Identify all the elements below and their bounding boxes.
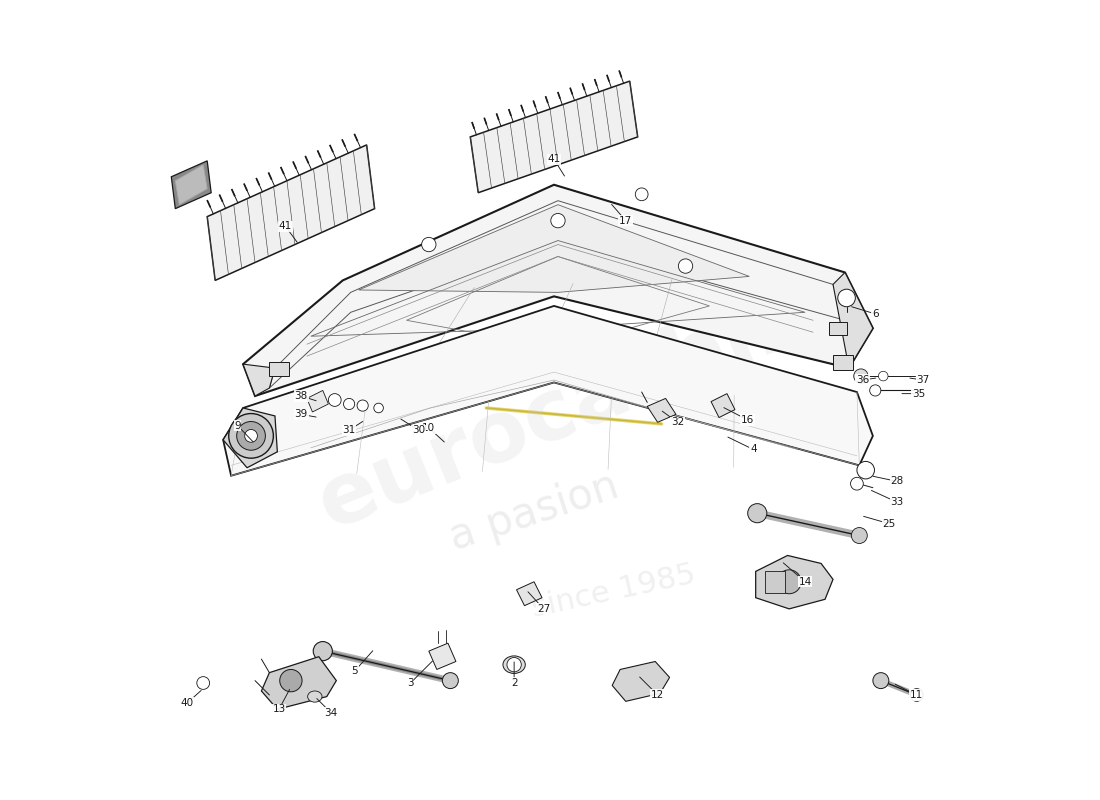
Circle shape <box>343 398 354 410</box>
Text: 33: 33 <box>890 497 903 507</box>
Polygon shape <box>223 306 873 476</box>
Polygon shape <box>223 408 277 468</box>
Circle shape <box>236 422 265 450</box>
Text: 14: 14 <box>799 577 812 586</box>
Circle shape <box>850 478 864 490</box>
Text: 11: 11 <box>910 690 923 700</box>
Text: 4: 4 <box>750 445 757 454</box>
Text: a pasion: a pasion <box>444 465 624 558</box>
Polygon shape <box>756 555 833 609</box>
Circle shape <box>421 238 436 252</box>
Text: eurocarbil: eurocarbil <box>306 285 794 547</box>
Circle shape <box>748 504 767 522</box>
Circle shape <box>873 673 889 689</box>
Circle shape <box>851 527 867 543</box>
Text: 6: 6 <box>872 309 879 319</box>
Circle shape <box>857 462 874 479</box>
Circle shape <box>551 214 565 228</box>
Text: 34: 34 <box>324 707 338 718</box>
Polygon shape <box>207 145 375 281</box>
Text: 10: 10 <box>422 423 436 433</box>
Circle shape <box>442 673 459 689</box>
Polygon shape <box>833 273 873 368</box>
Circle shape <box>358 400 368 411</box>
Text: 38: 38 <box>295 391 308 401</box>
Text: 41: 41 <box>278 222 292 231</box>
Polygon shape <box>471 81 638 193</box>
Circle shape <box>197 677 210 690</box>
Text: 31: 31 <box>342 426 355 435</box>
Text: 13: 13 <box>273 704 286 714</box>
Polygon shape <box>613 662 670 702</box>
Circle shape <box>229 414 274 458</box>
Circle shape <box>778 570 801 594</box>
Circle shape <box>854 369 868 383</box>
Text: since 1985: since 1985 <box>529 560 698 623</box>
Polygon shape <box>359 205 749 292</box>
Polygon shape <box>175 165 207 205</box>
Polygon shape <box>262 657 337 710</box>
Polygon shape <box>243 185 873 396</box>
Text: 25: 25 <box>882 518 895 529</box>
Polygon shape <box>711 394 735 418</box>
Text: 37: 37 <box>916 375 930 385</box>
Text: 36: 36 <box>856 375 869 385</box>
Text: 5: 5 <box>351 666 358 676</box>
Ellipse shape <box>308 691 322 702</box>
Circle shape <box>679 259 693 274</box>
Circle shape <box>507 658 521 672</box>
Text: 32: 32 <box>671 418 684 427</box>
Circle shape <box>374 403 384 413</box>
Polygon shape <box>243 364 275 396</box>
Text: 9: 9 <box>234 421 241 430</box>
Circle shape <box>911 689 923 702</box>
Text: 35: 35 <box>912 389 925 398</box>
Text: 30: 30 <box>411 426 425 435</box>
Polygon shape <box>429 643 455 670</box>
Bar <box>829 322 847 334</box>
Text: 27: 27 <box>537 604 550 614</box>
Ellipse shape <box>503 656 526 674</box>
Circle shape <box>838 289 856 306</box>
Bar <box>270 362 289 376</box>
Circle shape <box>329 394 341 406</box>
Circle shape <box>879 371 888 381</box>
Polygon shape <box>307 390 329 412</box>
Text: 12: 12 <box>651 690 664 700</box>
Text: 3: 3 <box>407 678 414 688</box>
Circle shape <box>314 642 332 661</box>
Polygon shape <box>647 398 676 422</box>
Text: 17: 17 <box>619 216 632 226</box>
Text: 40: 40 <box>180 698 194 708</box>
Circle shape <box>636 188 648 201</box>
Bar <box>766 570 785 593</box>
Polygon shape <box>172 161 211 209</box>
Circle shape <box>279 670 302 692</box>
Circle shape <box>870 385 881 396</box>
Text: 2: 2 <box>510 678 517 688</box>
Polygon shape <box>517 582 542 606</box>
Circle shape <box>244 430 257 442</box>
Text: 39: 39 <box>295 410 308 419</box>
Text: 28: 28 <box>890 476 903 486</box>
Text: 41: 41 <box>548 154 561 164</box>
Bar <box>833 355 853 370</box>
Text: 16: 16 <box>741 415 755 425</box>
